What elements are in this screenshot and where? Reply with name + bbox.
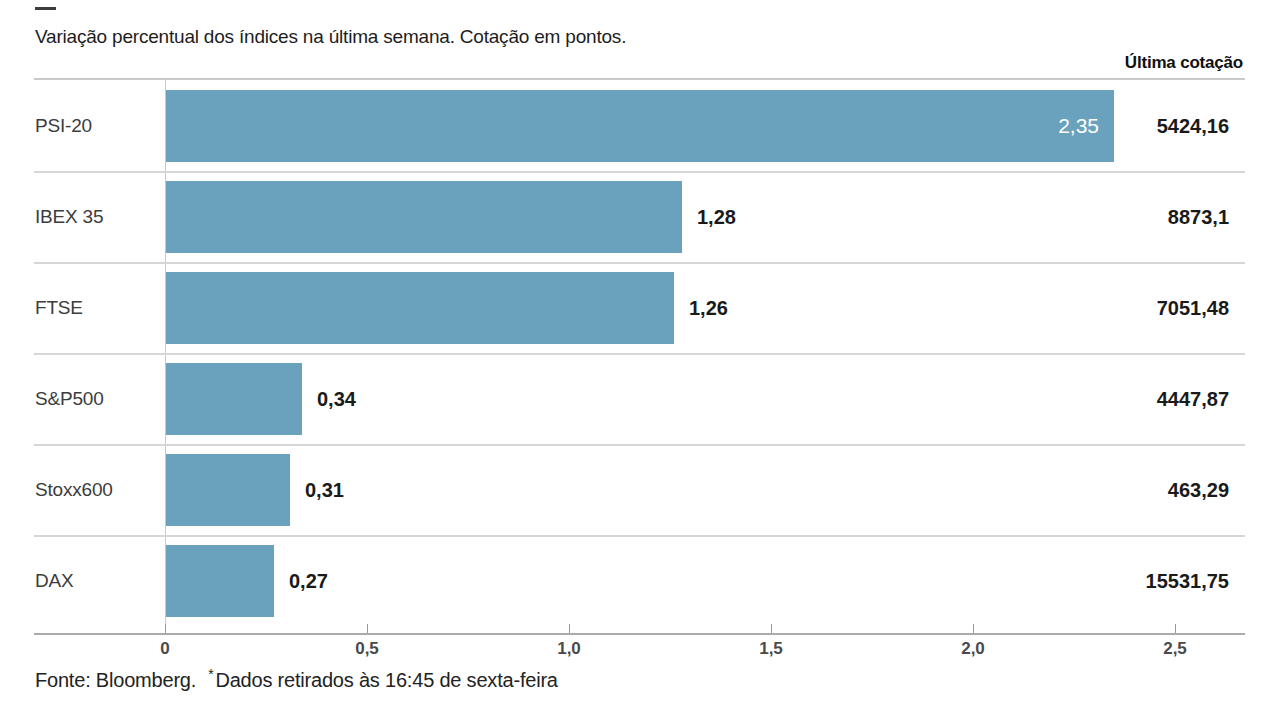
chart-title: Variação percentual dos índices na últim… bbox=[35, 26, 626, 48]
x-axis-tick-label: 2,5 bbox=[1163, 639, 1187, 659]
x-axis-tick-label: 0,5 bbox=[355, 639, 379, 659]
x-axis-tick-label: 1,5 bbox=[759, 639, 783, 659]
row-divider bbox=[34, 535, 1245, 537]
bar-value-label: 1,28 bbox=[697, 206, 736, 229]
x-axis-tick bbox=[569, 624, 570, 633]
last-quote-value: 5424,16 bbox=[1157, 115, 1229, 138]
category-label: DAX bbox=[35, 570, 73, 592]
bar-value-label: 0,34 bbox=[317, 388, 356, 411]
bar bbox=[166, 454, 290, 526]
bar bbox=[166, 272, 674, 344]
last-quote-value: 15531,75 bbox=[1146, 570, 1229, 593]
category-label: PSI-20 bbox=[35, 115, 92, 137]
last-quote-value: 4447,87 bbox=[1157, 388, 1229, 411]
x-axis-line bbox=[34, 633, 1245, 635]
footnote-marker: * bbox=[208, 666, 213, 682]
bar-value-label: 0,31 bbox=[305, 479, 344, 502]
category-label: IBEX 35 bbox=[35, 206, 103, 228]
category-label: FTSE bbox=[35, 297, 83, 319]
bar bbox=[166, 363, 302, 435]
category-label: Stoxx600 bbox=[35, 479, 113, 501]
row-divider bbox=[34, 444, 1245, 446]
x-axis-tick-label: 2,0 bbox=[961, 639, 985, 659]
x-axis-tick bbox=[165, 624, 166, 633]
last-quote-value: 7051,48 bbox=[1157, 297, 1229, 320]
bar-chart: Variação percentual dos índices na últim… bbox=[0, 0, 1279, 721]
source-note: Fonte: Bloomberg. *Dados retirados às 16:… bbox=[35, 666, 558, 692]
last-quote-value: 463,29 bbox=[1168, 479, 1229, 502]
x-axis-tick bbox=[1175, 624, 1176, 633]
bar bbox=[166, 181, 682, 253]
bar-value-label: 1,26 bbox=[689, 297, 728, 320]
row-divider bbox=[34, 262, 1245, 264]
bar-value-label: 0,27 bbox=[289, 570, 328, 593]
category-label: S&P500 bbox=[35, 388, 104, 410]
x-axis-tick bbox=[367, 624, 368, 633]
x-axis-tick bbox=[973, 624, 974, 633]
row-divider bbox=[34, 171, 1245, 173]
x-axis-tick-label: 1,0 bbox=[557, 639, 581, 659]
source-text: Fonte: Bloomberg. bbox=[35, 669, 196, 691]
last-quote-value: 8873,1 bbox=[1168, 206, 1229, 229]
bar-value-label: 2,35 bbox=[1058, 114, 1099, 138]
bar bbox=[166, 545, 274, 617]
x-axis-tick-label: 0 bbox=[160, 639, 169, 659]
x-axis-tick bbox=[771, 624, 772, 633]
bar bbox=[166, 90, 1114, 162]
footnote-text: Dados retirados às 16:45 de sexta-feira bbox=[215, 669, 557, 691]
top-dash bbox=[35, 7, 56, 10]
last-quote-column-header: Última cotação bbox=[1125, 53, 1243, 73]
row-divider bbox=[34, 353, 1245, 355]
